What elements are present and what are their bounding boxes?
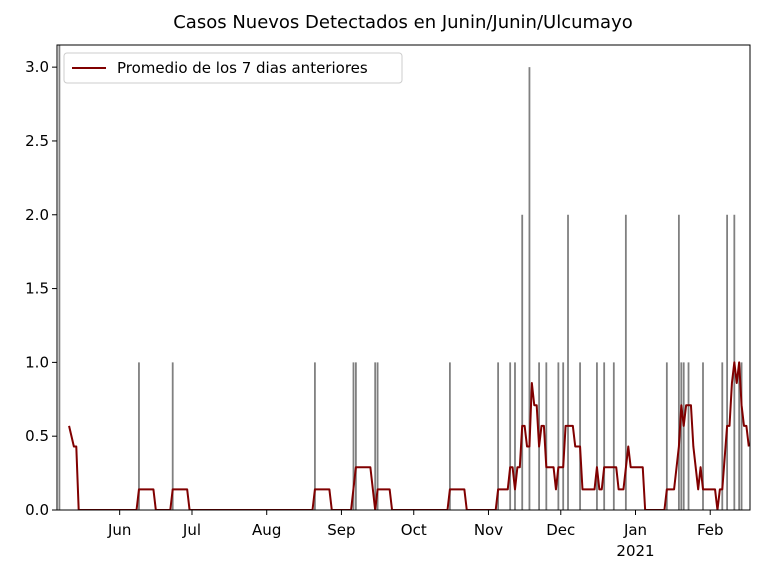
bar — [567, 214, 569, 510]
bar — [374, 362, 377, 510]
bar — [562, 362, 565, 510]
bar — [596, 362, 598, 510]
bar — [521, 214, 524, 510]
x-tick-label: Nov — [474, 521, 503, 539]
bar — [514, 362, 516, 510]
bar — [665, 362, 668, 510]
x-tick-label: Oct — [401, 521, 427, 539]
x-year-label: 2021 — [616, 542, 654, 560]
bar — [497, 362, 500, 510]
bar — [557, 362, 560, 510]
bar — [603, 362, 606, 510]
bar — [726, 214, 729, 510]
bar — [682, 362, 685, 510]
bar — [721, 362, 724, 510]
legend-label: Promedio de los 7 dias anteriores — [117, 59, 368, 77]
bar — [687, 362, 690, 510]
y-tick-label: 3.0 — [25, 58, 49, 76]
bar — [740, 362, 743, 510]
bar — [352, 362, 355, 510]
x-tick-label: Dec — [546, 521, 575, 539]
bar — [376, 362, 379, 510]
bar — [579, 362, 581, 510]
bar — [612, 362, 615, 510]
legend-box — [63, 52, 403, 84]
bar — [354, 362, 357, 510]
bar — [545, 362, 548, 510]
axes-frame — [56, 44, 751, 511]
bar — [58, 45, 61, 510]
x-tick-label: Feb — [697, 521, 724, 539]
x-tick-label: Sep — [327, 521, 355, 539]
y-tick-label: 1.5 — [25, 280, 49, 298]
bar — [624, 214, 627, 510]
bar — [509, 362, 512, 510]
bar — [138, 362, 140, 510]
line — [68, 361, 750, 510]
bar — [677, 214, 680, 510]
y-tick-label: 0.0 — [25, 501, 49, 519]
y-tick-label: 1.0 — [25, 353, 49, 371]
x-tick-label: Jul — [182, 521, 201, 539]
bar — [314, 362, 316, 510]
chart-title: Casos Nuevos Detectados en Junin/Junin/U… — [173, 12, 633, 33]
bar — [528, 67, 531, 510]
x-tick-label: Jun — [107, 521, 131, 539]
bar — [738, 362, 741, 510]
y-tick-label: 2.5 — [25, 132, 49, 150]
x-tick-label: Jan — [623, 521, 647, 539]
plot-area — [58, 45, 750, 510]
bar — [449, 362, 451, 510]
bar — [702, 362, 704, 510]
y-tick-label: 0.5 — [25, 427, 49, 445]
x-tick-label: Aug — [252, 521, 281, 539]
bar — [171, 362, 174, 510]
y-tick-label: 2.0 — [25, 206, 49, 224]
bar — [680, 362, 683, 510]
